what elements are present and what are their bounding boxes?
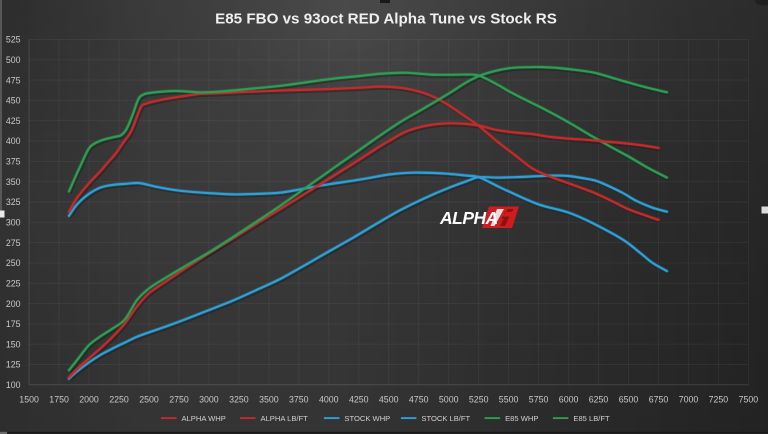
svg-text:125: 125 [6,360,21,370]
svg-text:350: 350 [6,177,21,187]
svg-text:200: 200 [6,299,21,309]
svg-text:7250: 7250 [709,394,729,404]
svg-text:4500: 4500 [379,394,399,404]
svg-text:400: 400 [6,136,21,146]
svg-text:E85 LB/FT: E85 LB/FT [573,414,610,423]
svg-text:2250: 2250 [109,394,129,404]
svg-text:ALPHA: ALPHA [439,208,498,228]
svg-text:250: 250 [6,258,21,268]
svg-text:375: 375 [6,157,21,167]
svg-text:6750: 6750 [649,394,669,404]
svg-text:175: 175 [6,319,21,329]
svg-text:525: 525 [6,35,21,45]
svg-text:300: 300 [6,218,21,228]
svg-text:E85 FBO vs 93oct RED Alpha Tun: E85 FBO vs 93oct RED Alpha Tune vs Stock… [215,11,557,28]
svg-text:2500: 2500 [139,394,159,404]
svg-text:100: 100 [6,380,21,390]
svg-text:3250: 3250 [229,394,249,404]
svg-text:5500: 5500 [499,394,519,404]
svg-text:225: 225 [6,278,21,288]
svg-text:3750: 3750 [289,394,309,404]
svg-text:275: 275 [6,238,21,248]
svg-text:E85 WHP: E85 WHP [505,414,538,423]
svg-text:7500: 7500 [739,394,759,404]
svg-text:1750: 1750 [49,394,69,404]
svg-text:5750: 5750 [529,394,549,404]
svg-text:ALPHA LB/FT: ALPHA LB/FT [261,414,309,423]
svg-text:7000: 7000 [679,394,699,404]
svg-text:5000: 5000 [439,394,459,404]
svg-text:475: 475 [6,75,21,85]
svg-text:4250: 4250 [349,394,369,404]
svg-text:3500: 3500 [259,394,279,404]
svg-text:3000: 3000 [199,394,219,404]
svg-text:4000: 4000 [319,394,339,404]
svg-text:ALPHA WHP: ALPHA WHP [182,414,226,423]
svg-text:6000: 6000 [559,394,579,404]
svg-text:6250: 6250 [589,394,609,404]
svg-text:2750: 2750 [169,394,189,404]
svg-text:500: 500 [6,55,21,65]
svg-text:STOCK LB/FT: STOCK LB/FT [421,414,470,423]
svg-text:450: 450 [6,96,21,106]
svg-text:6500: 6500 [619,394,639,404]
svg-text:4750: 4750 [409,394,429,404]
svg-text:425: 425 [6,116,21,126]
svg-text:2000: 2000 [79,394,99,404]
svg-text:1500: 1500 [19,394,39,404]
svg-text:150: 150 [6,339,21,349]
svg-text:5250: 5250 [469,394,489,404]
svg-text:325: 325 [6,197,21,207]
svg-text:STOCK WHP: STOCK WHP [344,414,390,423]
